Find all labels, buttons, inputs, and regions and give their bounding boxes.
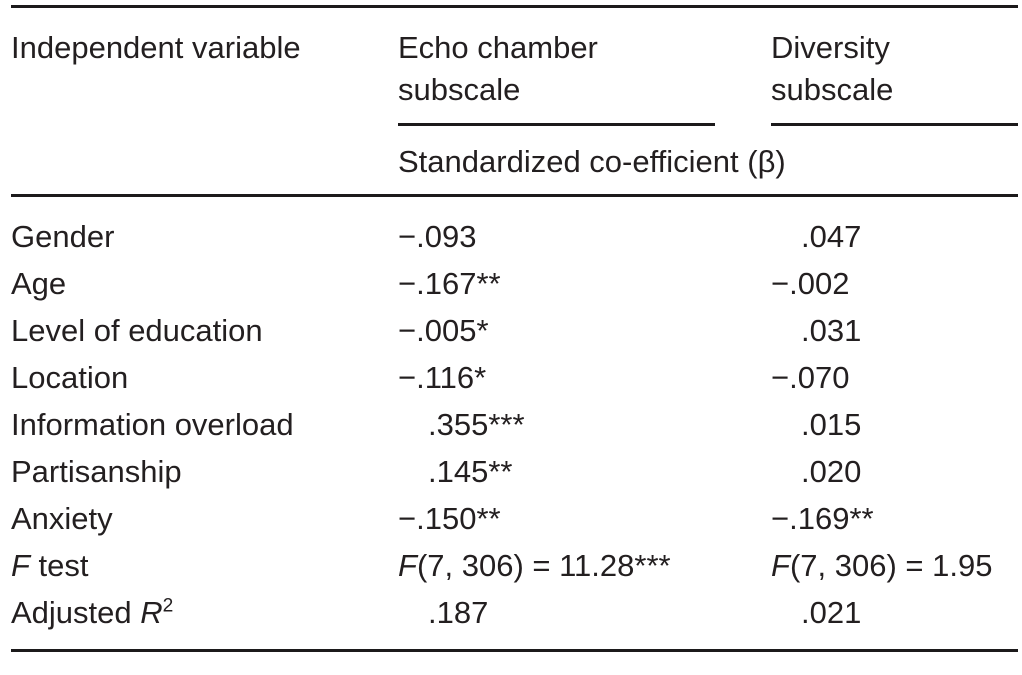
echo-chamber-value: F(7, 306) = 11.28*** [398, 542, 771, 589]
diversity-value: .015 [771, 401, 1018, 448]
text-segment: .020 [801, 454, 862, 489]
echo-chamber-value: −.093 [398, 213, 771, 260]
text-segment: Gender [11, 219, 115, 254]
table-row: Location −.116* −.070 [11, 354, 1018, 401]
text-segment: −.002 [771, 266, 850, 301]
text-segment: −.169** [771, 501, 874, 536]
text-segment: F [11, 548, 30, 583]
header-line: subscale [398, 72, 521, 107]
text-segment: Location [11, 360, 129, 395]
table-row: Level of education −.005* .031 [11, 307, 1018, 354]
table-row: F test F(7, 306) = 11.28*** F(7, 306) = 1.… [11, 542, 1018, 589]
echo-chamber-value: .187 [398, 589, 771, 636]
text-segment: R [140, 595, 163, 630]
diversity-value: −.002 [771, 260, 1018, 307]
header-line: Diversity [771, 30, 890, 65]
regression-results-table: Independent variable Echo chamber subsca… [11, 5, 1018, 652]
echo-chamber-value: .145** [398, 448, 771, 495]
text-segment: 2 [162, 595, 174, 617]
text-segment: Level of education [11, 313, 263, 348]
diversity-value: F(7, 306) = 1.95 [771, 542, 1018, 589]
column-header-independent-variable: Independent variable [11, 30, 301, 65]
echo-chamber-value: −.116* [398, 354, 771, 401]
table-row: Information overload .355*** .015 [11, 401, 1018, 448]
column-header-diversity-subscale: Diversity subscale [771, 27, 1018, 111]
table-row: Adjusted R2 .187 .021 [11, 589, 1018, 636]
diversity-value: −.070 [771, 354, 1018, 401]
diversity-column-rule [771, 123, 1018, 126]
table-row: Gender −.093 .047 [11, 213, 1018, 260]
text-segment: −.150** [398, 501, 501, 536]
table-body: Gender −.093 .047 Age −.167** −.002 Level of e… [11, 197, 1018, 636]
text-segment: −.005* [398, 313, 489, 348]
text-segment: Adjusted [11, 595, 141, 630]
table-header-row: Independent variable Echo chamber subsca… [11, 8, 1018, 111]
column-header-echo-chamber-subscale: Echo chamber subscale [398, 27, 771, 111]
text-segment: .047 [801, 219, 862, 254]
echo-chamber-value: .355*** [398, 401, 771, 448]
text-segment: −.070 [771, 360, 850, 395]
text-segment: .031 [801, 313, 862, 348]
header-line: subscale [771, 72, 894, 107]
echo-chamber-value: −.005* [398, 307, 771, 354]
row-label: Adjusted R2 [11, 589, 398, 636]
subscale-rules-row [11, 123, 1018, 126]
row-label: Location [11, 354, 398, 401]
table-bottom-rule [11, 649, 1018, 652]
text-segment: −.116* [398, 360, 487, 395]
echo-chamber-value: −.167** [398, 260, 771, 307]
text-segment: (7, 306) = 11.28*** [416, 548, 671, 583]
diversity-value: .031 [771, 307, 1018, 354]
text-segment: F [771, 548, 790, 583]
diversity-value: .047 [771, 213, 1018, 260]
table-top-rule [11, 5, 1018, 8]
row-label: Gender [11, 213, 398, 260]
diversity-value: −.169** [771, 495, 1018, 542]
text-segment: .187 [428, 595, 489, 630]
text-segment: F [398, 548, 417, 583]
text-segment: Age [11, 266, 67, 301]
text-segment: .015 [801, 407, 862, 442]
diversity-value: .020 [771, 448, 1018, 495]
text-segment: .145** [428, 454, 513, 489]
row-label: Partisanship [11, 448, 398, 495]
text-segment: .021 [801, 595, 862, 630]
row-label: Level of education [11, 307, 398, 354]
text-segment: (7, 306) = 1.95 [789, 548, 993, 583]
text-segment: −.167** [398, 266, 501, 301]
table-row: Partisanship .145** .020 [11, 448, 1018, 495]
text-segment: Partisanship [11, 454, 182, 489]
table-row: Age −.167** −.002 [11, 260, 1018, 307]
echo-chamber-value: −.150** [398, 495, 771, 542]
table-row: Anxiety −.150** −.169** [11, 495, 1018, 542]
text-segment: −.093 [398, 219, 477, 254]
spanner-row: Standardized co-efficient (β) [11, 126, 1018, 183]
spanner-header-standardized-coefficient: Standardized co-efficient (β) [398, 144, 786, 179]
text-segment: test [29, 548, 89, 583]
diversity-value: .021 [771, 589, 1018, 636]
text-segment: Information overload [11, 407, 294, 442]
row-label: Anxiety [11, 495, 398, 542]
text-segment: .355*** [428, 407, 525, 442]
echo-chamber-column-rule [398, 123, 715, 126]
header-line: Echo chamber [398, 30, 598, 65]
row-label: F test [11, 542, 398, 589]
row-label: Information overload [11, 401, 398, 448]
header-body-rule [11, 194, 1018, 197]
text-segment: Anxiety [11, 501, 113, 536]
row-label: Age [11, 260, 398, 307]
